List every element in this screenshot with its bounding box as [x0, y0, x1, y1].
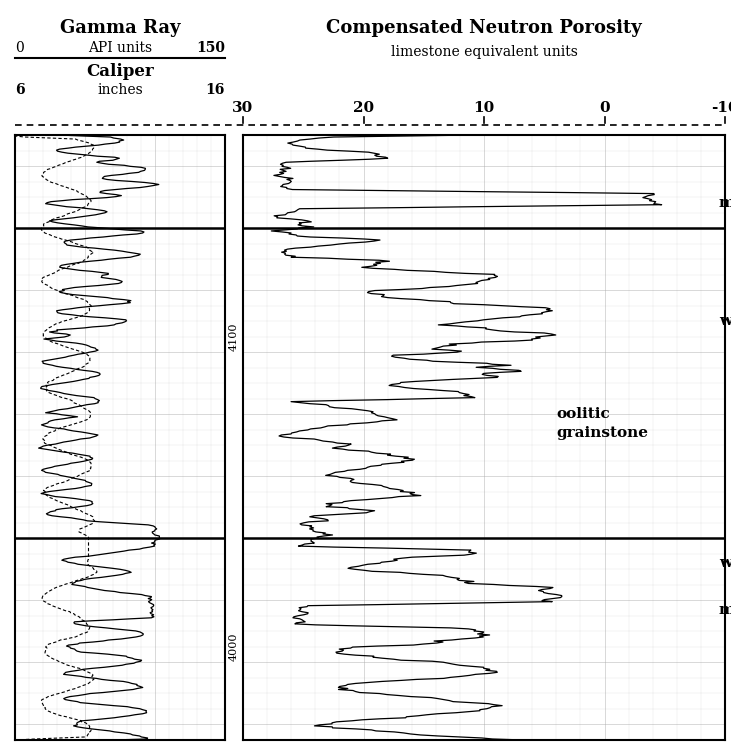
Text: limestone equivalent units: limestone equivalent units: [390, 45, 577, 59]
Text: inches: inches: [97, 83, 143, 98]
Text: wackestone: wackestone: [719, 557, 731, 570]
Text: Compensated Neutron Porosity: Compensated Neutron Porosity: [326, 19, 642, 37]
Text: Caliper: Caliper: [86, 63, 154, 80]
Text: 10: 10: [474, 101, 495, 115]
Text: API units: API units: [88, 41, 152, 55]
Text: Gamma Ray: Gamma Ray: [60, 19, 181, 37]
Text: 0: 0: [15, 41, 23, 55]
Text: oolitic
grainstone: oolitic grainstone: [556, 408, 648, 440]
Text: 4100: 4100: [229, 323, 239, 351]
Text: 6: 6: [15, 83, 25, 98]
Text: 0: 0: [599, 101, 610, 115]
Text: wackestone: wackestone: [719, 314, 731, 328]
Text: 4000: 4000: [229, 633, 239, 661]
Text: -10: -10: [711, 101, 731, 115]
Text: marine  shale: marine shale: [719, 603, 731, 617]
Text: 150: 150: [196, 41, 225, 55]
Text: 30: 30: [232, 101, 254, 115]
Text: 20: 20: [353, 101, 374, 115]
Text: marine  shale: marine shale: [719, 196, 731, 210]
Text: 16: 16: [205, 83, 225, 98]
